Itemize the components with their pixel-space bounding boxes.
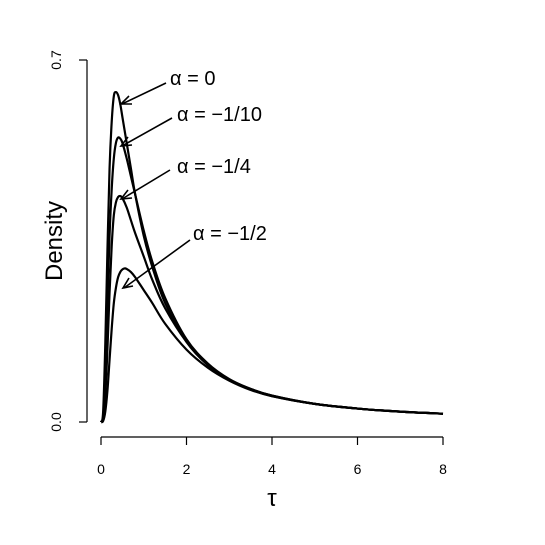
y-axis-title: Density bbox=[41, 201, 68, 281]
density-curve-0 bbox=[99, 90, 444, 423]
annotation-arrow-alpha-minus-1-2 bbox=[123, 239, 191, 289]
arrowhead-alpha-minus-1-4 bbox=[119, 189, 133, 200]
density-curve-3 bbox=[100, 267, 444, 424]
density-curve-2 bbox=[100, 194, 444, 424]
annotation-alpha-minus-1-4: α = −1/4 bbox=[177, 156, 251, 178]
annotation-arrow-alpha-minus-1-4 bbox=[121, 169, 171, 200]
annotation-alpha-0: α = 0 bbox=[170, 68, 215, 90]
y-tick-label: 0.0 bbox=[48, 412, 64, 432]
x-tick-label: 2 bbox=[183, 461, 191, 477]
annotations: α = 0 α = −1/10 α = −1/4 α = −1/2 bbox=[119, 68, 267, 290]
x-axis-title: τ bbox=[267, 485, 277, 512]
arrowhead-alpha-0 bbox=[119, 95, 132, 105]
annotation-alpha-minus-1-10: α = −1/10 bbox=[177, 104, 262, 126]
x-tick-label: 8 bbox=[439, 461, 447, 477]
density-curves bbox=[99, 90, 444, 424]
x-tick-label: 4 bbox=[268, 461, 276, 477]
x-ticks: 0 2 4 6 8 bbox=[97, 437, 447, 477]
arrowhead-alpha-minus-1-2 bbox=[121, 277, 134, 290]
annotation-arrow-alpha-minus-1-10 bbox=[121, 117, 173, 147]
x-tick-label: 0 bbox=[97, 461, 105, 477]
annotation-arrow-alpha-0 bbox=[121, 82, 167, 105]
y-tick-label: 0.7 bbox=[48, 50, 64, 70]
arrowhead-alpha-minus-1-10 bbox=[119, 136, 133, 147]
x-tick-label: 6 bbox=[354, 461, 362, 477]
y-ticks: 0.0 0.7 bbox=[48, 50, 87, 432]
annotation-alpha-minus-1-2: α = −1/2 bbox=[193, 223, 267, 245]
